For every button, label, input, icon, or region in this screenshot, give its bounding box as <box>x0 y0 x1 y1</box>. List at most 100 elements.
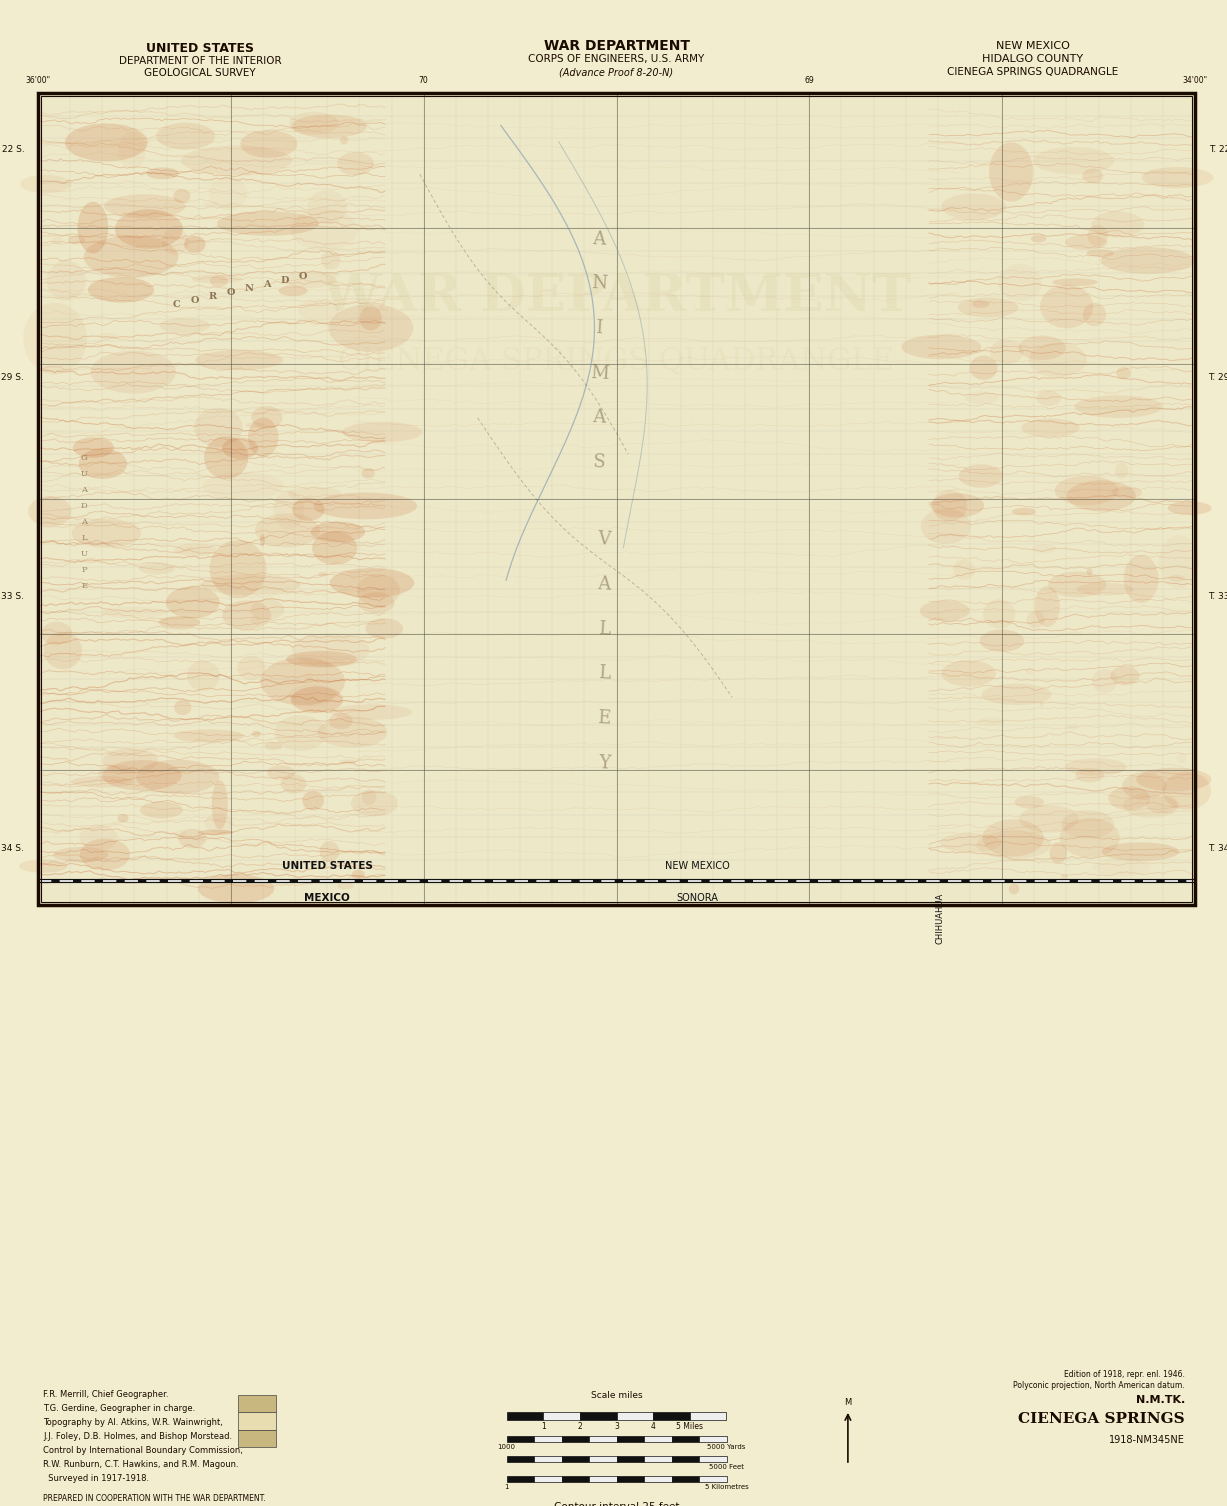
Text: Scale miles: Scale miles <box>590 1392 642 1401</box>
Text: 2: 2 <box>578 1422 582 1431</box>
Polygon shape <box>71 776 134 788</box>
Polygon shape <box>989 143 1033 202</box>
Polygon shape <box>320 842 340 861</box>
Polygon shape <box>1076 583 1134 595</box>
Polygon shape <box>174 544 216 556</box>
Polygon shape <box>275 715 326 751</box>
Text: L: L <box>598 619 611 639</box>
Text: T. 34 S.: T. 34 S. <box>0 843 25 852</box>
Polygon shape <box>1087 224 1108 245</box>
Polygon shape <box>930 492 984 518</box>
Polygon shape <box>340 136 348 145</box>
Polygon shape <box>337 883 353 890</box>
Text: E: E <box>81 583 87 590</box>
Bar <box>580 1413 616 1420</box>
Polygon shape <box>72 437 114 458</box>
Polygon shape <box>1086 250 1114 258</box>
Polygon shape <box>1060 818 1120 857</box>
Polygon shape <box>98 765 136 783</box>
Text: SONORA: SONORA <box>676 893 719 902</box>
Polygon shape <box>1009 884 1020 895</box>
Text: 69: 69 <box>805 75 815 84</box>
Polygon shape <box>255 514 320 547</box>
Polygon shape <box>1142 167 1214 188</box>
Text: O: O <box>298 271 307 280</box>
Polygon shape <box>1123 792 1179 818</box>
Bar <box>671 1476 699 1482</box>
Polygon shape <box>291 687 344 712</box>
Text: NEW MEXICO: NEW MEXICO <box>996 41 1070 51</box>
Polygon shape <box>342 422 423 443</box>
Text: J.J. Foley, D.B. Holmes, and Bishop Morstead.: J.J. Foley, D.B. Holmes, and Bishop Mors… <box>43 1432 232 1441</box>
Text: L: L <box>81 535 87 542</box>
Text: A: A <box>81 518 87 527</box>
Bar <box>644 1456 671 1462</box>
Polygon shape <box>1075 396 1163 419</box>
Polygon shape <box>1075 768 1104 783</box>
Polygon shape <box>302 791 324 810</box>
Text: 1: 1 <box>541 1422 546 1431</box>
Text: A: A <box>598 575 611 593</box>
Polygon shape <box>1101 247 1195 274</box>
Polygon shape <box>982 684 1052 705</box>
Polygon shape <box>174 700 191 715</box>
Polygon shape <box>222 601 271 630</box>
Text: Edition of 1918, repr. enl. 1946.: Edition of 1918, repr. enl. 1946. <box>1064 1370 1185 1379</box>
Bar <box>507 1437 534 1443</box>
Text: 36'00": 36'00" <box>26 75 50 84</box>
Text: UNITED STATES: UNITED STATES <box>146 42 254 54</box>
Polygon shape <box>362 789 377 806</box>
Text: T. 34 S.: T. 34 S. <box>1209 843 1227 852</box>
Polygon shape <box>1028 342 1087 376</box>
Bar <box>562 1437 589 1443</box>
Text: 70: 70 <box>418 75 428 84</box>
Text: T. 29 S.: T. 29 S. <box>0 372 25 381</box>
Polygon shape <box>1020 806 1079 833</box>
Polygon shape <box>920 601 969 622</box>
Polygon shape <box>1040 702 1043 708</box>
Polygon shape <box>1086 569 1092 575</box>
Bar <box>562 1456 589 1462</box>
Polygon shape <box>1112 486 1142 498</box>
Polygon shape <box>340 759 357 764</box>
Polygon shape <box>52 236 63 244</box>
Bar <box>616 1476 644 1482</box>
Polygon shape <box>28 495 71 527</box>
Polygon shape <box>47 261 86 301</box>
Polygon shape <box>23 303 87 375</box>
Polygon shape <box>969 355 998 380</box>
Text: V: V <box>598 530 611 548</box>
Bar <box>616 1413 653 1420</box>
Polygon shape <box>178 828 206 848</box>
Bar <box>507 1413 544 1420</box>
Polygon shape <box>292 633 369 667</box>
Text: CORPS OF ENGINEERS, U.S. ARMY: CORPS OF ENGINEERS, U.S. ARMY <box>529 54 704 63</box>
Bar <box>40 96 1191 902</box>
Polygon shape <box>198 830 233 836</box>
Text: T.G. Gerdine, Geographer in charge.: T.G. Gerdine, Geographer in charge. <box>43 1404 195 1413</box>
Text: G: G <box>81 455 87 462</box>
Text: GEOLOGICAL SURVEY: GEOLOGICAL SURVEY <box>144 68 255 78</box>
Polygon shape <box>977 831 1052 858</box>
Text: 5 Miles: 5 Miles <box>676 1422 703 1431</box>
Text: 5000 Yards: 5000 Yards <box>707 1444 746 1450</box>
Polygon shape <box>1065 235 1107 250</box>
Polygon shape <box>88 277 155 303</box>
Polygon shape <box>306 675 313 681</box>
Text: WAR DEPARTMENT: WAR DEPARTMENT <box>321 271 912 321</box>
Bar <box>690 1413 726 1420</box>
Polygon shape <box>156 122 215 149</box>
Polygon shape <box>1108 786 1150 810</box>
Text: 5 Kilometres: 5 Kilometres <box>704 1483 748 1489</box>
Text: T. 33 S.: T. 33 S. <box>0 592 25 601</box>
Polygon shape <box>158 616 200 628</box>
Polygon shape <box>265 742 282 750</box>
Polygon shape <box>252 407 282 429</box>
Polygon shape <box>222 438 258 459</box>
Polygon shape <box>260 535 265 547</box>
Polygon shape <box>1123 773 1167 800</box>
Text: T. 33 S.: T. 33 S. <box>1209 592 1227 601</box>
Text: 5000 Feet: 5000 Feet <box>709 1464 744 1470</box>
Polygon shape <box>330 568 415 598</box>
Polygon shape <box>990 339 1023 364</box>
